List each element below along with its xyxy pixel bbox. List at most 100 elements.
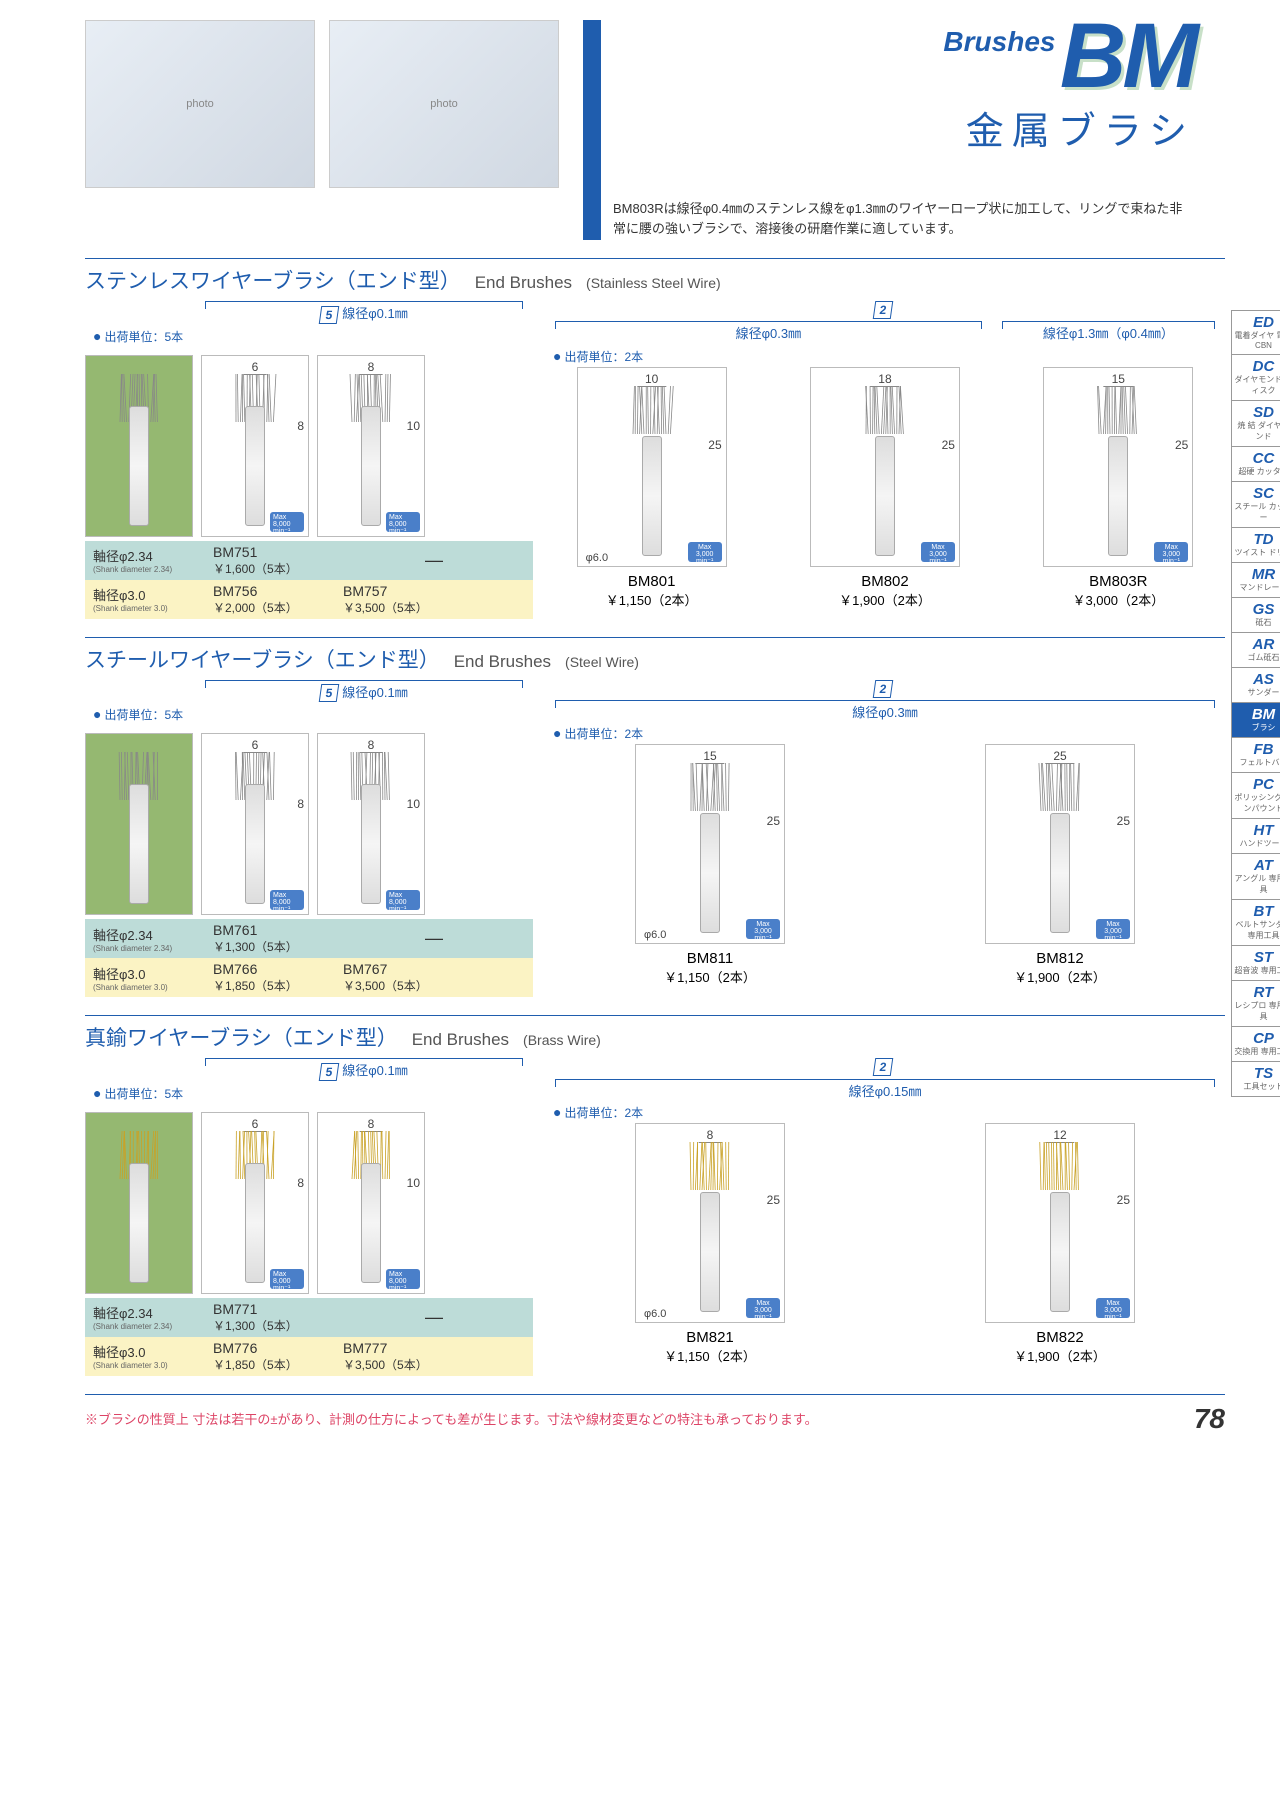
tab-bm[interactable]: BM ブラシ bbox=[1231, 702, 1280, 738]
bristle-icon bbox=[863, 386, 907, 436]
product-photo-1: photo bbox=[85, 20, 315, 188]
product-code: BM767 bbox=[343, 961, 525, 977]
tab-cc[interactable]: CC 超硬 カッター bbox=[1231, 446, 1280, 482]
footer: ※ブラシの性質上 寸法は若干の±があり、計測の仕方によっても差が生じます。寸法や… bbox=[85, 1394, 1225, 1443]
rpm-badge: Max 3,000 min⁻¹ bbox=[1096, 1298, 1130, 1318]
product-code: BM811 bbox=[545, 950, 875, 967]
tab-fb[interactable]: FB フェルトバフ bbox=[1231, 737, 1280, 773]
dim-height: 10 bbox=[407, 419, 420, 433]
dim-height: 8 bbox=[297, 1176, 304, 1190]
tab-ts[interactable]: TS 工具セット bbox=[1231, 1061, 1280, 1097]
dim-height: 25 bbox=[1175, 438, 1188, 452]
tab-td[interactable]: TD ツイスト ドリル bbox=[1231, 527, 1280, 563]
shank-icon bbox=[245, 784, 265, 904]
tab-bt[interactable]: BT ベルトサンダー 専用工具 bbox=[1231, 899, 1280, 946]
product-code: BM822 bbox=[895, 1329, 1225, 1346]
footer-note: ※ブラシの性質上 寸法は若干の±があり、計測の仕方によっても差が生じます。寸法や… bbox=[85, 1409, 818, 1428]
product-code: BM801 bbox=[545, 573, 758, 590]
product-image: 15 25 Max 3,000 min⁻¹ bbox=[1043, 367, 1193, 567]
tab-label: ゴム砥石 bbox=[1234, 652, 1280, 663]
bristle-icon bbox=[688, 763, 732, 813]
tab-code: ED bbox=[1234, 315, 1280, 330]
shank-label: 軸径φ2.34 bbox=[93, 546, 197, 565]
product-image: 6 8 Max 8,000 min⁻¹ bbox=[201, 733, 309, 915]
price-row: 軸径φ2.34(Shank diameter 2.34) BM761￥1,300… bbox=[85, 919, 533, 958]
qty-badge: 2 bbox=[873, 301, 894, 319]
product-code: BM771 bbox=[213, 1301, 327, 1317]
tab-ar[interactable]: AR ゴム砥石 bbox=[1231, 632, 1280, 668]
tab-code: BM bbox=[1234, 707, 1280, 722]
shank-icon bbox=[245, 1163, 265, 1283]
rpm-badge: Max 8,000 min⁻¹ bbox=[386, 1269, 420, 1289]
phi-label: φ6.0 bbox=[644, 1308, 666, 1320]
section: スチールワイヤーブラシ（エンド型） End Brushes (Steel Wir… bbox=[85, 637, 1225, 998]
product-price: ￥1,850（5本） bbox=[213, 1356, 327, 1373]
tab-at[interactable]: AT アングル 専用工具 bbox=[1231, 853, 1280, 900]
shank-icon bbox=[129, 406, 149, 526]
dim-width: 15 bbox=[1104, 372, 1133, 387]
header: photo photo Brushes BM 金属ブラシ BM803Rは線径φ0… bbox=[85, 20, 1225, 240]
tab-ht[interactable]: HT ハンドツール bbox=[1231, 818, 1280, 854]
shank-sub: (Shank diameter 2.34) bbox=[93, 1322, 197, 1331]
product-price: ￥1,900（2本） bbox=[895, 1346, 1225, 1365]
section-jp-title: ステンレスワイヤーブラシ（エンド型） bbox=[85, 265, 461, 295]
tab-code: BT bbox=[1234, 904, 1280, 919]
tab-code: ST bbox=[1234, 950, 1280, 965]
tab-label: ベルトサンダー 専用工具 bbox=[1234, 919, 1280, 941]
tab-label: サンダー bbox=[1234, 687, 1280, 698]
tab-st[interactable]: ST 超音波 専用工具 bbox=[1231, 945, 1280, 981]
tab-code: TS bbox=[1234, 1066, 1280, 1081]
product-image: 6 8 Max 8,000 min⁻¹ bbox=[201, 1112, 309, 1294]
tab-sd[interactable]: SD 焼 結 ダイヤモンド bbox=[1231, 400, 1280, 447]
shank-icon bbox=[129, 784, 149, 904]
ship-unit: ●出荷単位：2本 bbox=[553, 1104, 1225, 1121]
product-code: BM821 bbox=[545, 1329, 875, 1346]
rpm-badge: Max 8,000 min⁻¹ bbox=[270, 1269, 304, 1289]
bristle-icon bbox=[1096, 386, 1140, 436]
tab-code: DC bbox=[1234, 359, 1280, 374]
jp-subtitle: 金属ブラシ bbox=[613, 100, 1225, 155]
tab-pc[interactable]: PC ポリッシング コンパウンド bbox=[1231, 772, 1280, 819]
tab-code: FB bbox=[1234, 742, 1280, 757]
shank-sub: (Shank diameter 3.0) bbox=[93, 983, 197, 992]
shank-icon bbox=[700, 813, 720, 933]
brushes-label: Brushes bbox=[943, 26, 1055, 58]
tab-ed[interactable]: ED 電着ダイヤ 電着CBN bbox=[1231, 310, 1280, 355]
dim-height: 8 bbox=[297, 419, 304, 433]
blue-accent-bar bbox=[583, 20, 601, 240]
tab-label: アングル 専用工具 bbox=[1234, 873, 1280, 895]
section-en-sub: (Steel Wire) bbox=[565, 654, 639, 670]
tab-label: 工具セット bbox=[1234, 1081, 1280, 1092]
shank-label: 軸径φ3.0 bbox=[93, 1342, 197, 1361]
tab-dc[interactable]: DC ダイヤモンド ディスク bbox=[1231, 354, 1280, 401]
rpm-badge: Max 3,000 min⁻¹ bbox=[1154, 542, 1188, 562]
section-en-title: End Brushes bbox=[475, 273, 572, 293]
product-code: BM766 bbox=[213, 961, 327, 977]
tab-rt[interactable]: RT レシプロ 専用工具 bbox=[1231, 980, 1280, 1027]
shank-icon bbox=[1050, 1192, 1070, 1312]
shank-label: 軸径φ2.34 bbox=[93, 1303, 197, 1322]
shank-icon bbox=[361, 1163, 381, 1283]
phi-label: φ6.0 bbox=[644, 929, 666, 941]
dim-width: 10 bbox=[637, 372, 666, 387]
right-product: 10 25 φ6.0 Max 3,000 min⁻¹ BM801 ￥1,150（… bbox=[545, 367, 758, 609]
dim-height: 10 bbox=[407, 797, 420, 811]
dim-width: 15 bbox=[695, 749, 724, 764]
tab-mr[interactable]: MR マンドレール bbox=[1231, 562, 1280, 598]
product-photo-2: photo bbox=[329, 20, 559, 188]
tab-as[interactable]: AS サンダー bbox=[1231, 667, 1280, 703]
tab-label: スチール カッター bbox=[1234, 501, 1280, 523]
tab-cp[interactable]: CP 交換用 専用工具 bbox=[1231, 1026, 1280, 1062]
product-code: BM812 bbox=[895, 950, 1225, 967]
product-price: ￥2,000（5本） bbox=[213, 599, 327, 616]
product-image: 6 8 Max 8,000 min⁻¹ bbox=[201, 355, 309, 537]
shank-icon bbox=[361, 406, 381, 526]
tab-gs[interactable]: GS 砥石 bbox=[1231, 597, 1280, 633]
dim-width: 25 bbox=[1045, 749, 1074, 764]
tab-label: マンドレール bbox=[1234, 582, 1280, 593]
shank-label: 軸径φ3.0 bbox=[93, 585, 197, 604]
price-table: 軸径φ2.34(Shank diameter 2.34) BM751￥1,600… bbox=[85, 541, 533, 619]
wire-label: 線径φ0.3㎜ bbox=[555, 700, 1215, 721]
product-image bbox=[85, 355, 193, 537]
tab-sc[interactable]: SC スチール カッター bbox=[1231, 481, 1280, 528]
